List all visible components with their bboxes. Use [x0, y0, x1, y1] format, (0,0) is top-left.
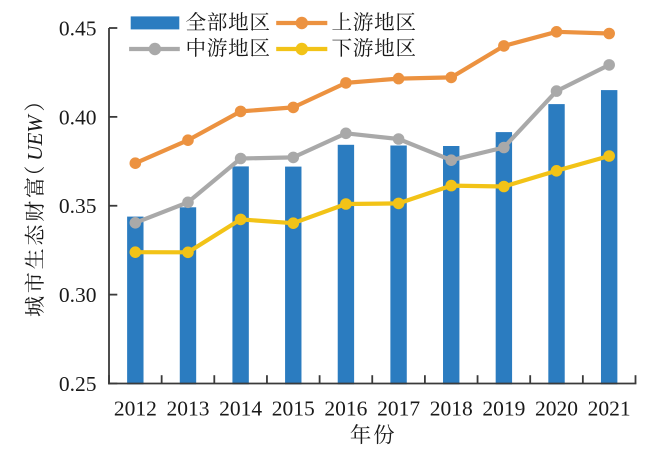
- svg-text:UEW: UEW: [23, 113, 47, 161]
- svg-text:2020: 2020: [535, 397, 578, 421]
- svg-text:0.30: 0.30: [59, 283, 97, 307]
- svg-text:2014: 2014: [219, 397, 262, 421]
- svg-text:2013: 2013: [166, 397, 209, 421]
- svg-text:0.35: 0.35: [59, 194, 97, 218]
- svg-text:0.40: 0.40: [59, 105, 97, 129]
- svg-text:0.45: 0.45: [59, 16, 97, 40]
- svg-text:2019: 2019: [482, 397, 525, 421]
- svg-text:2017: 2017: [377, 397, 420, 421]
- svg-text:2016: 2016: [324, 397, 367, 421]
- svg-text:2018: 2018: [430, 397, 473, 421]
- svg-text:2015: 2015: [272, 397, 315, 421]
- svg-text:2012: 2012: [114, 397, 157, 421]
- svg-text:2021: 2021: [588, 397, 631, 421]
- svg-text:0.25: 0.25: [59, 372, 97, 396]
